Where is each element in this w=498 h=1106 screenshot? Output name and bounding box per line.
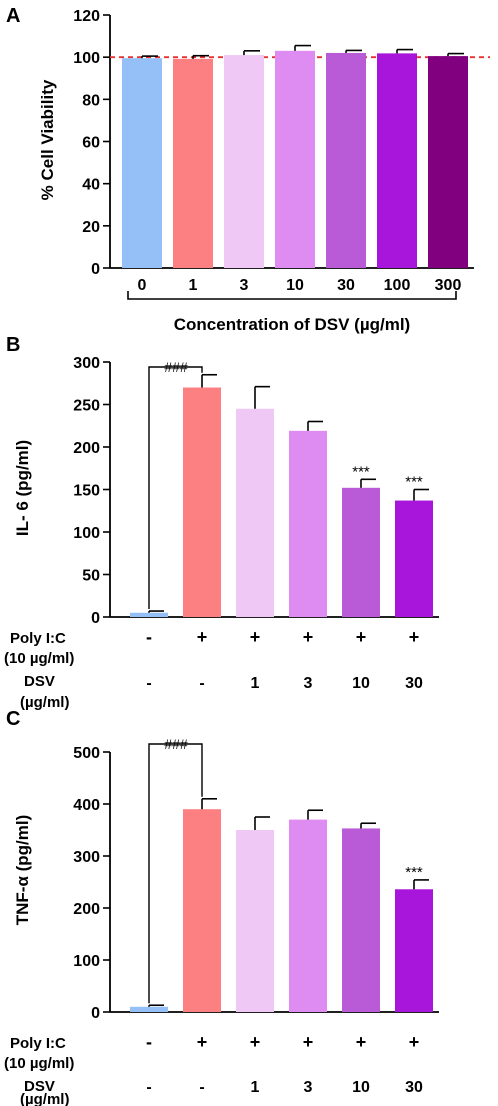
panel-b-row1-label-2: (10 µg/ml) [4,650,74,667]
panel-c-bar [183,809,221,1012]
panel-c-ytick-label: 300 [73,849,100,866]
panel-b-polyic-value: + [356,627,367,647]
panel-a-ytick-label: 20 [82,219,100,236]
panel-b-ytick-label: 200 [73,440,100,457]
panel-a-bar [224,55,264,268]
panel-c-polyic-value: + [197,1032,208,1052]
panel-c-polyic-value: + [250,1032,261,1052]
panel-a-bar [377,53,417,268]
panel-b-row1-label-1: Poly I:C [10,630,66,647]
panel-c-ytick-label: 100 [73,953,100,970]
panel-c-bar [395,889,433,1012]
panel-c-letter: C [6,708,20,730]
panel-c-bar [130,1006,168,1012]
panel-b-chart: 0 50 100 150 200 250 300 - - + - +1 +3 +10 *** +30 *** [73,355,439,692]
panel-b-ytick-label: 150 [73,483,100,500]
panel-c-ytick-label: 400 [73,797,100,814]
panel-b-ytick-label: 100 [73,525,100,542]
panel-c-polyic-value: + [303,1032,314,1052]
panel-b-ytick-label: 0 [91,610,100,627]
panel-a-category-label: 0 [138,277,147,294]
panel-a-x-bracket [127,291,457,300]
panel-b-polyic-value: + [409,627,420,647]
panel-b-dsv-value: - [146,675,151,692]
panel-c-dsv-value: 10 [352,1079,370,1096]
panel-a-chart: 0 20 40 60 80 100 120 0 1 3 10 30 100 300 [73,8,490,300]
panel-b-dsv-value: - [199,675,204,692]
panel-a-ytick-label: 80 [82,92,100,109]
panel-a-ytick-label: 120 [73,8,100,25]
panel-a-category-label: 100 [384,277,411,294]
panel-c-bar [289,819,327,1012]
panel-c-polyic-value: + [356,1032,367,1052]
panel-c-dsv-value: 1 [251,1079,260,1096]
panel-b-bar [183,387,221,617]
panel-c-dsv-value: 3 [304,1079,313,1096]
panel-b-significance-label: *** [352,463,370,480]
panel-b-bar [236,408,274,617]
panel-b-row2-label-1: DSV [24,673,55,690]
panel-b-polyic-value: + [250,627,261,647]
panel-b-bar [395,500,433,617]
panel-c-row2-label-2: (µg/ml) [20,1091,69,1106]
panel-b-row2-label-2: (µg/ml) [20,694,69,711]
panel-b-dsv-value: 3 [304,675,313,692]
panel-c-significance-label: *** [405,864,423,881]
panel-a-category-label: 300 [435,277,462,294]
panel-a-ytick-label: 0 [91,261,100,278]
panel-b-ylabel: IL- 6 (pg/ml) [13,440,32,536]
panel-c-ytick-label: 0 [91,1005,100,1022]
panel-c-polyic-value: + [409,1032,420,1052]
panel-a-xlabel: Concentration of DSV (µg/ml) [174,315,410,334]
panel-a-bar [428,56,468,268]
panel-c-bar [236,830,274,1012]
panel-c-chart: 0 100 200 300 400 500 - - + - +1 +3 +10 +30 *** [73,743,439,1096]
panel-b-polyic-value: + [197,627,208,647]
panel-b-comparison-bracket [148,366,203,610]
panel-b-dsv-value: 1 [251,675,260,692]
panel-c-row1-label-2: (10 µg/ml) [4,1055,74,1072]
panel-a-ytick-label: 40 [82,177,100,194]
panel-a-ylabel: % Cell Viability [38,79,57,200]
panel-a-bar [122,58,162,269]
panel-b-polyic-value: + [303,627,314,647]
panel-a-ytick-label: 100 [73,50,100,67]
panel-a-bar [275,50,315,268]
panel-a-category-label: 10 [286,277,304,294]
panel-c-row1-label-1: Poly I:C [10,1035,66,1052]
panel-c-polyic-value: - [146,1032,152,1052]
panel-a-bar [326,52,366,269]
panel-b-significance-label: *** [405,474,423,491]
panel-c-ylabel: TNF-α (pg/ml) [13,815,32,926]
panel-b-ytick-label: 300 [73,355,100,372]
panel-a-category-label: 30 [337,277,355,294]
panel-b-bar [289,430,327,617]
panel-b-dsv-value: 10 [352,675,370,692]
panel-c-bar [342,828,380,1012]
panel-b-ytick-label: 50 [82,568,100,585]
panel-a-ytick-label: 60 [82,135,100,152]
panel-c-ytick-label: 500 [73,745,100,762]
panel-c-dsv-value: - [146,1079,151,1096]
panel-b-ytick-label: 250 [73,398,100,415]
panel-a-letter: A [6,5,20,27]
panel-b-bar [342,487,380,617]
panel-a-bar [173,58,213,268]
panel-b-dsv-value: 30 [405,675,423,692]
panel-b-bar [130,612,168,617]
panel-b-letter: B [6,334,20,356]
panel-c-comparison-bracket [148,743,203,1004]
panel-c-dsv-value: - [199,1079,204,1096]
panel-a-category-label: 3 [240,277,249,294]
panel-c-dsv-value: 30 [405,1079,423,1096]
panel-a-category-label: 1 [189,277,198,294]
panel-b-polyic-value: - [146,627,152,647]
panel-c-row2-label-1: DSV [24,1078,55,1095]
panel-c-ytick-label: 200 [73,901,100,918]
